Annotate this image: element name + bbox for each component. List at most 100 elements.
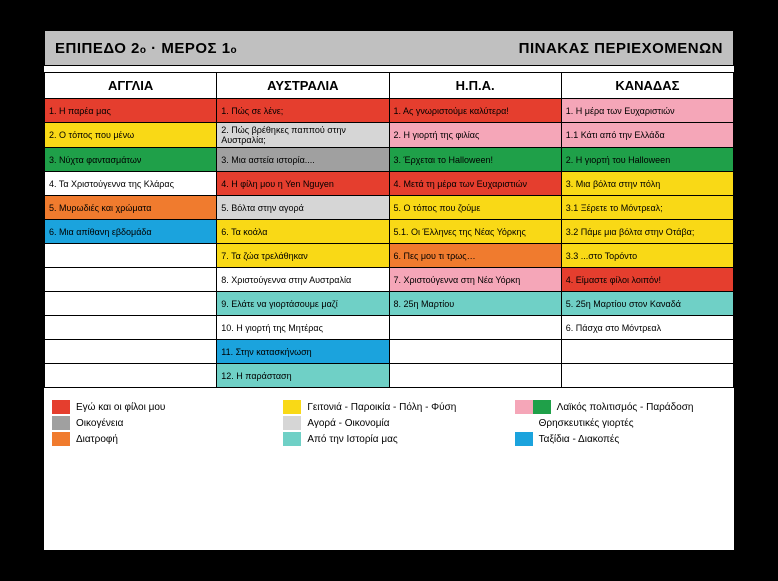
contents-table: ΑΓΓΛΙΑΑΥΣΤΡΑΛΙΑΗ.Π.Α.ΚΑΝΑΔΑΣ 1. Η παρέα … [44, 72, 734, 388]
table-cell: 6. Τα κοάλα [217, 220, 389, 244]
table-cell: 4. Τα Χριστούγεννα της Κλάρας [45, 172, 217, 196]
table-cell: 3. Μια βόλτα στην πόλη [561, 172, 733, 196]
table-cell: 6. Πάσχα στο Μόντρεαλ [561, 316, 733, 340]
legend-swatch [52, 400, 70, 414]
table-row: 4. Τα Χριστούγεννα της Κλάρας4. Η φίλη μ… [45, 172, 734, 196]
column-header: Η.Π.Α. [389, 73, 561, 99]
header-left-main2: ΜΕΡΟΣ 1 [161, 40, 230, 57]
legend-swatch [515, 432, 533, 446]
table-cell: 5.1. Οι Έλληνες της Νέας Υόρκης [389, 220, 561, 244]
legend-label: Γειτονιά - Παροικία - Πόλη - Φύση [307, 402, 456, 413]
legend-swatch-double [515, 400, 551, 414]
legend-item: Γειτονιά - Παροικία - Πόλη - Φύση [283, 400, 494, 414]
legend: Εγώ και οι φίλοι μου Γειτονιά - Παροικία … [44, 388, 734, 454]
table-cell: 2. Η γιορτή του Halloween [561, 148, 733, 172]
table-cell: 4. Η φίλη μου η Yen Nguyen [217, 172, 389, 196]
table-row: 5. Μυρωδιές και χρώματα5. Βόλτα στην αγο… [45, 196, 734, 220]
legend-item: Οικογένεια [52, 416, 263, 430]
table-cell: 4. Είμαστε φίλοι λοιπόν! [561, 268, 733, 292]
legend-label: Λαϊκός πολιτισμός - Παράδοση [557, 402, 694, 413]
header-left-sub2: ο [231, 45, 238, 56]
table-cell: 1. Η μέρα των Ευχαριστιών [561, 99, 733, 123]
legend-item: Αγορά - Οικονομία [283, 416, 494, 430]
table-cell [389, 340, 561, 364]
table-cell: 1. Η παρέα μας [45, 99, 217, 123]
table-cell: 10. Η γιορτή της Μητέρας [217, 316, 389, 340]
legend-swatch [515, 416, 533, 430]
legend-item: Εγώ και οι φίλοι μου [52, 400, 263, 414]
table-cell: 7. Τα ζώα τρελάθηκαν [217, 244, 389, 268]
column-header: ΑΓΓΛΙΑ [45, 73, 217, 99]
table-cell: 2. Πώς βρέθηκες παππού στην Αυστραλία; [217, 123, 389, 148]
table-cell: 5. Μυρωδιές και χρώματα [45, 196, 217, 220]
table-cell [561, 364, 733, 388]
table-cell [561, 340, 733, 364]
table-cell: 3. Μια αστεία ιστορία.... [217, 148, 389, 172]
legend-swatch [533, 400, 551, 414]
table-cell [45, 316, 217, 340]
column-header: ΑΥΣΤΡΑΛΙΑ [217, 73, 389, 99]
legend-item: Ταξίδια - Διακοπές [515, 432, 726, 446]
table-cell [45, 292, 217, 316]
table-row: 10. Η γιορτή της Μητέρας 6. Πάσχα στο Μόν… [45, 316, 734, 340]
header-left: ΕΠΙΠΕΔΟ 2ο · ΜΕΡΟΣ 1ο [55, 40, 237, 57]
table-cell: 11. Στην κατασκήνωση [217, 340, 389, 364]
table-row: 9. Ελάτε να γιορτάσουμε μαζί8. 25η Μαρτί… [45, 292, 734, 316]
legend-label: Θρησκευτικές γιορτές [539, 418, 634, 429]
header-left-main: ΕΠΙΠΕΔΟ 2 [55, 40, 140, 57]
table-row: 6. Μια απίθανη εβδομάδα6. Τα κοάλα5.1. Ο… [45, 220, 734, 244]
table-row: 8. Χριστούγεννα στην Αυστραλία7. Χριστού… [45, 268, 734, 292]
page-container: ΕΠΙΠΕΔΟ 2ο · ΜΕΡΟΣ 1ο ΠΙΝΑΚΑΣ ΠΕΡΙΕΧΟΜΕΝ… [44, 30, 734, 550]
table-cell: 8. Χριστούγεννα στην Αυστραλία [217, 268, 389, 292]
table-cell: 3.2 Πάμε μια βόλτα στην Οτάβα; [561, 220, 733, 244]
table-cell: 5. 25η Μαρτίου στον Καναδά [561, 292, 733, 316]
table-cell: 6. Μια απίθανη εβδομάδα [45, 220, 217, 244]
column-header: ΚΑΝΑΔΑΣ [561, 73, 733, 99]
table-cell: 4. Μετά τη μέρα των Ευχαριστιών [389, 172, 561, 196]
header-bar: ΕΠΙΠΕΔΟ 2ο · ΜΕΡΟΣ 1ο ΠΙΝΑΚΑΣ ΠΕΡΙΕΧΟΜΕΝ… [44, 30, 734, 66]
legend-swatch [283, 416, 301, 430]
legend-item: Θρησκευτικές γιορτές [515, 416, 726, 430]
table-cell: 2. Ο τόπος που μένω [45, 123, 217, 148]
table-cell [45, 364, 217, 388]
header-left-sub1: ο [140, 45, 147, 56]
legend-label: Οικογένεια [76, 418, 123, 429]
table-row: 3. Νύχτα φαντασμάτων3. Μια αστεία ιστορί… [45, 148, 734, 172]
table-cell: 8. 25η Μαρτίου [389, 292, 561, 316]
table-row: 7. Τα ζώα τρελάθηκαν6. Πες μου τι τρως…3… [45, 244, 734, 268]
legend-item: Από την Ιστορία μας [283, 432, 494, 446]
table-cell: 1. Ας γνωριστούμε καλύτερα! [389, 99, 561, 123]
table-cell: 1. Πώς σε λένε; [217, 99, 389, 123]
legend-label: Διατροφή [76, 434, 118, 445]
table-cell: 3. Νύχτα φαντασμάτων [45, 148, 217, 172]
legend-label: Ταξίδια - Διακοπές [539, 434, 620, 445]
table-row: 12. Η παράσταση [45, 364, 734, 388]
legend-swatch [283, 432, 301, 446]
table-header-row: ΑΓΓΛΙΑΑΥΣΤΡΑΛΙΑΗ.Π.Α.ΚΑΝΑΔΑΣ [45, 73, 734, 99]
legend-swatch [52, 416, 70, 430]
table-cell [45, 268, 217, 292]
table-row: 1. Η παρέα μας1. Πώς σε λένε;1. Ας γνωρι… [45, 99, 734, 123]
table-cell: 1.1 Κάτι από την Ελλάδα [561, 123, 733, 148]
legend-label: Εγώ και οι φίλοι μου [76, 402, 165, 413]
table-row: 2. Ο τόπος που μένω2. Πώς βρέθηκες παππο… [45, 123, 734, 148]
header-sep: · [147, 40, 162, 57]
table-cell: 2. Η γιορτή της φιλίας [389, 123, 561, 148]
legend-item: Λαϊκός πολιτισμός - Παράδοση [515, 400, 726, 414]
table-body: 1. Η παρέα μας1. Πώς σε λένε;1. Ας γνωρι… [45, 99, 734, 388]
legend-swatch [52, 432, 70, 446]
table-cell: 3. Έρχεται το Halloween! [389, 148, 561, 172]
table-cell: 12. Η παράσταση [217, 364, 389, 388]
table-cell: 7. Χριστούγεννα στη Νέα Υόρκη [389, 268, 561, 292]
table-cell [45, 340, 217, 364]
header-right: ΠΙΝΑΚΑΣ ΠΕΡΙΕΧΟΜΕΝΩΝ [519, 40, 723, 57]
legend-label: Αγορά - Οικονομία [307, 418, 389, 429]
table-cell [45, 244, 217, 268]
table-cell: 3.3 ...στο Τορόντο [561, 244, 733, 268]
table-cell: 6. Πες μου τι τρως… [389, 244, 561, 268]
legend-item: Διατροφή [52, 432, 263, 446]
legend-swatch [515, 400, 533, 414]
table-cell: 5. Βόλτα στην αγορά [217, 196, 389, 220]
table-row: 11. Στην κατασκήνωση [45, 340, 734, 364]
legend-swatch [283, 400, 301, 414]
